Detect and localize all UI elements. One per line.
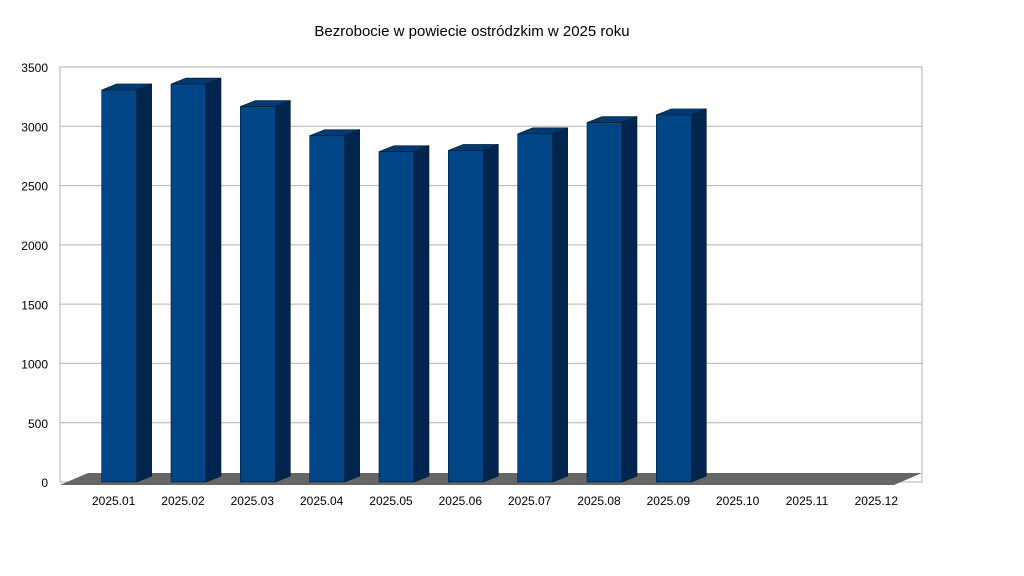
x-tick-label: 2025.05 — [369, 494, 413, 508]
bar — [517, 133, 553, 483]
x-tick-label: 2025.04 — [300, 494, 344, 508]
y-tick-label: 0 — [41, 476, 48, 490]
bar-side — [136, 83, 152, 483]
x-tick-label: 2025.11 — [786, 494, 829, 508]
y-tick-label: 1500 — [21, 298, 48, 312]
x-tick-label: 2025.07 — [508, 494, 552, 508]
bar-side — [691, 108, 707, 483]
x-tick-label: 2025.06 — [439, 494, 483, 508]
x-tick-label: 2025.02 — [161, 494, 205, 508]
y-tick-label: 500 — [28, 417, 48, 431]
x-tick-label: 2025.09 — [647, 494, 691, 508]
x-tick-label: 2025.01 — [92, 494, 136, 508]
x-tick-label: 2025.10 — [716, 494, 760, 508]
x-tick-label: 2025.03 — [231, 494, 275, 508]
chart-title: Bezrobocie w powiecie ostródzkim w 2025 … — [314, 23, 629, 40]
bar-side — [275, 100, 291, 483]
bar — [309, 135, 345, 483]
y-tick-label: 2000 — [21, 239, 48, 253]
bar-side — [344, 129, 360, 483]
y-tick-label: 3500 — [21, 61, 48, 75]
bar — [378, 151, 415, 483]
bar — [240, 106, 276, 483]
y-tick-label: 1000 — [21, 358, 48, 372]
bar — [586, 122, 623, 483]
y-tick-label: 2500 — [21, 180, 48, 194]
bar-side — [552, 127, 568, 483]
y-tick-label: 3000 — [21, 120, 48, 134]
bar-side — [483, 143, 499, 483]
bar-side — [621, 116, 638, 483]
bar-side — [205, 77, 222, 483]
x-tick-label: 2025.12 — [855, 494, 899, 508]
bar-side — [413, 145, 430, 483]
x-tick-label: 2025.08 — [577, 494, 621, 508]
bar — [656, 114, 692, 483]
bar — [448, 150, 484, 483]
bar — [170, 83, 207, 483]
bar — [101, 89, 137, 483]
